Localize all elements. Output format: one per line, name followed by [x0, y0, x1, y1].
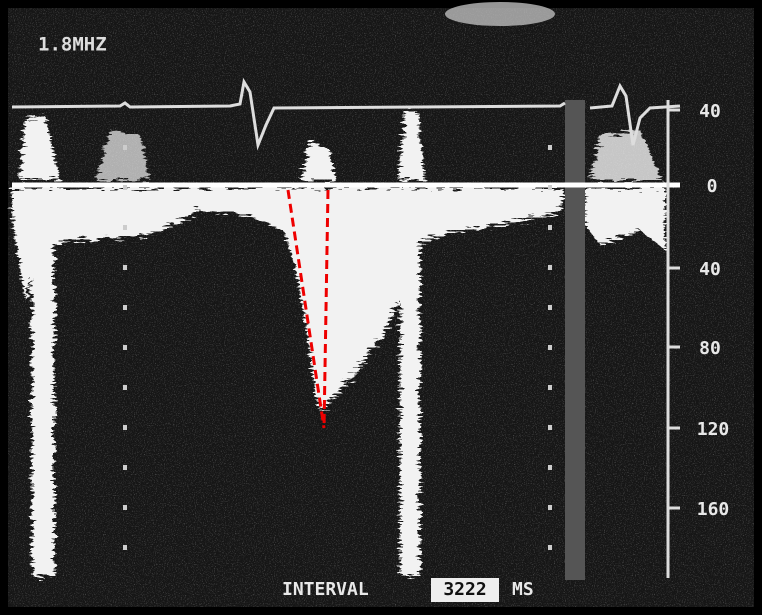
scale-label: 40 — [699, 259, 721, 280]
doppler-screen: 40 0 40 80 120 160 1.8MHZ INTERVAL 3222 … — [0, 0, 762, 615]
interval-label: INTERVAL — [282, 579, 369, 600]
spike — [32, 188, 54, 576]
scale-label: 160 — [697, 499, 730, 520]
scale-label: 120 — [697, 419, 730, 440]
spike — [400, 188, 420, 576]
interval-unit: MS — [512, 579, 534, 600]
scale-label: 80 — [699, 338, 721, 359]
interval-value: 3222 — [443, 579, 486, 600]
frequency-label: 1.8MHZ — [38, 34, 107, 56]
sweep-gap — [565, 100, 585, 580]
scale-label: 0 — [707, 176, 718, 197]
scale-label: 40 — [699, 101, 721, 122]
top-artifact — [445, 2, 555, 26]
